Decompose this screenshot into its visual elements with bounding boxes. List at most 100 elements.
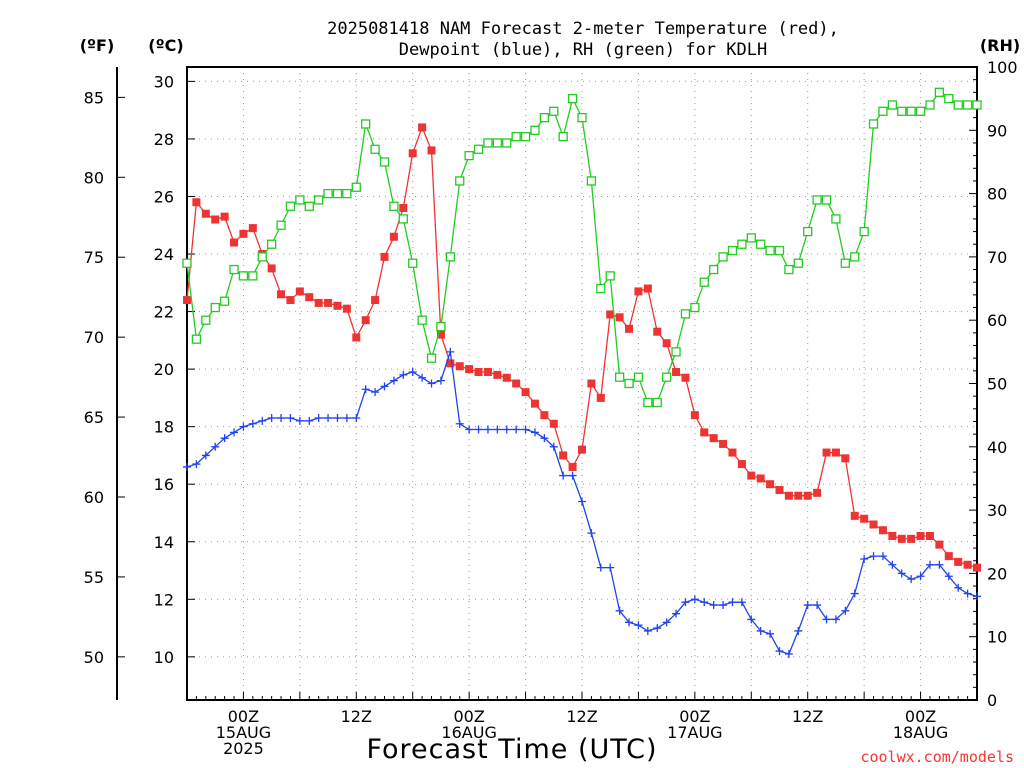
dewpoint-point: [756, 626, 765, 635]
rh-point: [558, 131, 568, 142]
temperature-point: [756, 474, 765, 483]
rh-point: [925, 100, 935, 110]
temperature-point: [709, 434, 718, 443]
dewpoint-point: [888, 560, 897, 569]
axes: 10 12 14 16 18 20 22 24 26 28 30 50 55 60 65 70 75 80 85 0 1…: [84, 58, 1018, 758]
temperature-point: [483, 367, 492, 376]
temperature-point: [681, 373, 690, 382]
celsius-tick-label: 24: [154, 245, 174, 264]
dewpoint-point: [267, 414, 276, 423]
temperature-point: [399, 203, 408, 212]
dewpoint-point: [333, 414, 342, 423]
fahrenheit-tick-label: 65: [84, 408, 104, 427]
rh-point: [182, 258, 192, 268]
temperature-point: [869, 520, 878, 529]
rh-point: [962, 100, 973, 110]
dewpoint-point: [954, 583, 963, 592]
temperature-point: [248, 224, 257, 233]
rh-point: [257, 252, 267, 262]
temperature-point: [841, 454, 850, 463]
rh-point: [379, 157, 390, 167]
dewpoint-point: [183, 462, 191, 471]
temperature-point: [408, 149, 417, 158]
rh-tick-label: 60: [987, 311, 1007, 330]
rh-point: [737, 239, 747, 249]
dewpoint-point: [766, 629, 775, 638]
dewpoint-point: [192, 460, 201, 469]
dewpoint-point: [775, 647, 784, 656]
rh-point: [332, 188, 343, 199]
rh-point: [840, 258, 850, 268]
dewpoint-point: [239, 422, 248, 431]
temperature-point: [512, 379, 521, 388]
x-axis-label: Forecast Time (UTC): [366, 734, 657, 765]
temperature-point: [436, 330, 445, 339]
rh-point: [671, 347, 681, 357]
rh-point: [859, 226, 869, 237]
temperature-point: [578, 445, 586, 454]
dewpoint-point: [625, 618, 634, 627]
fahrenheit-tick-label: 85: [84, 88, 104, 107]
rh-point: [455, 176, 465, 186]
dewpoint-point: [399, 370, 408, 379]
x-tick-label: 00Z: [453, 707, 484, 726]
x-tick-label: 00Z: [679, 707, 710, 726]
temperature-point: [493, 370, 502, 379]
dewpoint-point: [361, 385, 370, 394]
celsius-tick-label: 28: [154, 130, 174, 149]
temperature-point: [352, 333, 361, 342]
temperature-point: [690, 411, 699, 420]
dewpoint-point: [220, 434, 229, 443]
temperature-point: [925, 531, 934, 540]
rh-point: [953, 100, 963, 110]
temperature-point: [719, 439, 728, 448]
credit-label: coolwx.com/models: [860, 748, 1014, 766]
rh-point: [445, 252, 455, 262]
rh-point: [821, 195, 832, 205]
temperature-point: [784, 491, 793, 500]
dewpoint-point: [897, 569, 906, 578]
rh-point: [408, 258, 418, 268]
temperature-point: [803, 491, 812, 500]
rh-point: [774, 245, 785, 256]
dewpoint-point: [681, 598, 690, 607]
temperature-point: [455, 362, 464, 371]
x-tick-label: 18AUG: [893, 723, 948, 742]
rh-point: [906, 106, 916, 116]
temperature-point: [286, 296, 295, 305]
rh-point: [727, 245, 738, 256]
dewpoint-point: [530, 428, 539, 437]
temperature-point: [267, 264, 276, 273]
rh-point: [812, 195, 822, 205]
dewpoint-point: [869, 552, 878, 561]
rh-point: [652, 397, 662, 408]
rh-point: [361, 119, 371, 129]
rh-point: [511, 131, 521, 142]
rh-point: [596, 283, 606, 294]
dewpoint-point: [277, 414, 286, 423]
temperature-point: [380, 252, 389, 261]
temperature-point: [625, 324, 634, 333]
rh-point: [342, 188, 352, 199]
temperature-point: [559, 451, 568, 460]
temperature-point: [935, 540, 944, 549]
rh-point: [934, 87, 945, 97]
rh-point: [191, 334, 202, 344]
temperature-point: [427, 146, 436, 155]
fahrenheit-unit-label: (ºF): [80, 36, 115, 55]
temperature-point: [916, 531, 925, 540]
temperature-point: [333, 301, 342, 310]
rh-point: [351, 182, 361, 192]
rh-point: [285, 201, 296, 211]
rh-tick-label: 30: [987, 501, 1007, 520]
dewpoint-point: [258, 416, 267, 425]
temperature-point: [239, 229, 248, 238]
dewpoint-point: [794, 626, 803, 635]
celsius-tick-label: 12: [154, 590, 174, 609]
chart-title-line-1: 2025081418 NAM Forecast 2-meter Temperat…: [327, 19, 839, 39]
rh-point: [304, 201, 314, 211]
rh-point: [633, 372, 644, 382]
rh-tick-label: 70: [987, 248, 1007, 267]
dewpoint-point: [371, 388, 380, 397]
temperature-point: [530, 399, 539, 408]
